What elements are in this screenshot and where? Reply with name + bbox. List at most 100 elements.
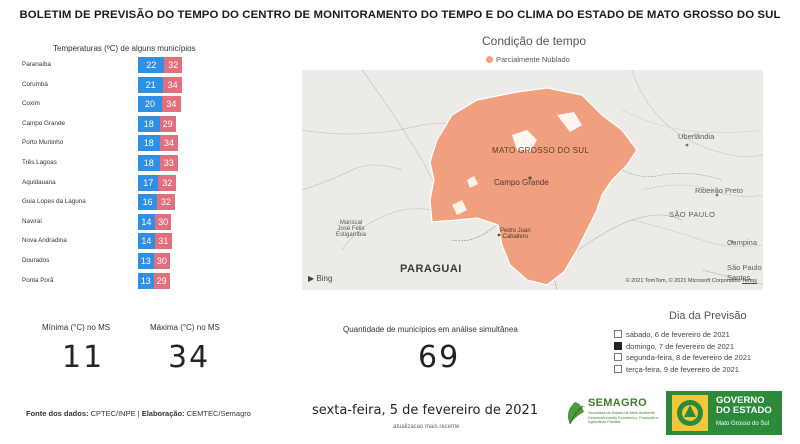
- city-label: Paranaíba: [22, 61, 52, 68]
- forecast-day-option[interactable]: domingo, 7 de fevereiro de 2021: [614, 341, 734, 353]
- map-copyright: © 2021 TomTom, © 2021 Microsoft Corporat…: [626, 278, 757, 284]
- semagro-logo: SEMAGRO Secretaria de Estado de Meio Amb…: [560, 396, 660, 432]
- checkbox-icon[interactable]: [614, 364, 622, 373]
- weather-map[interactable]: MATO GROSSO DO SUL Campo Grande Pedro Ju…: [302, 70, 763, 290]
- municipality-count-label: Quantidade de municípios em análise simu…: [343, 325, 518, 334]
- min-temp-bar[interactable]: 16: [138, 194, 158, 211]
- bing-icon: ▶: [308, 274, 315, 283]
- min-temp-bar[interactable]: 18: [138, 115, 160, 132]
- temp-row[interactable]: Paranaíba 22 32: [18, 57, 278, 73]
- max-temp-bar[interactable]: 33: [159, 155, 178, 171]
- map-legend: Parcialmente Nublado: [486, 55, 570, 64]
- max-temp-bar[interactable]: 32: [164, 57, 183, 73]
- map-label-campinas: Campina: [727, 238, 758, 247]
- government-logo: GOVERNO DO ESTADO Mato Grosso do Sul: [666, 391, 782, 435]
- map-label-santos: Santos: [727, 273, 751, 282]
- chart-title: Temperaturas (ºC) de alguns municípios: [53, 44, 196, 53]
- city-label: Corumbá: [22, 80, 48, 88]
- min-temp-bar[interactable]: 14: [138, 213, 155, 230]
- city-label: Porto Murtinho: [22, 139, 64, 147]
- temp-row[interactable]: Aquidauana 17 32: [18, 174, 278, 191]
- semagro-description: Secretaria de Estado de Meio Ambiente, D…: [588, 411, 659, 425]
- government-state: Mato Grosso do Sul: [716, 421, 770, 427]
- max-temp-bar[interactable]: 30: [153, 253, 171, 269]
- forecast-day-option[interactable]: terça-feira, 9 de fevereiro de 2021: [614, 364, 739, 376]
- min-temp-bar[interactable]: 21: [138, 76, 164, 93]
- latest-update-date: sexta-feira, 5 de fevereiro de 2021: [312, 403, 539, 418]
- checkbox-icon[interactable]: [614, 330, 622, 338]
- city-label: Guia Lopes da Laguna: [22, 198, 86, 206]
- min-temp-bar[interactable]: 13: [138, 253, 154, 269]
- city-label: Campo Grande: [22, 119, 66, 127]
- source-label: Fonte dos dados:: [26, 409, 89, 418]
- state-seal-icon: [672, 395, 708, 431]
- checkbox-icon[interactable]: [614, 341, 622, 350]
- temp-row[interactable]: Porto Murtinho 18 34: [18, 135, 278, 152]
- map-label-sao-paulo-state: SÃO PAULO: [669, 210, 716, 219]
- latest-update-caption: atualizacao mais recente: [393, 424, 460, 430]
- forecast-day-label: domingo, 7 de fevereiro de 2021: [626, 341, 734, 351]
- temp-row[interactable]: Naviraí 14 30: [18, 213, 278, 230]
- map-label-campo-grande: Campo Grande: [494, 178, 549, 187]
- max-temp-bar[interactable]: 29: [153, 272, 170, 289]
- map-label-paraguai: PARAGUAI: [400, 263, 462, 275]
- forecast-day-option[interactable]: sábado, 6 de fevereiro de 2021: [614, 330, 730, 341]
- min-temp-bar[interactable]: 17: [138, 174, 159, 191]
- temp-row[interactable]: Três Lagoas 18 33: [18, 155, 278, 171]
- max-temp-bar[interactable]: 29: [159, 115, 176, 132]
- temp-row[interactable]: Corumbá 21 34: [18, 76, 278, 93]
- max-temp-bar[interactable]: 30: [154, 213, 172, 230]
- temp-row[interactable]: Nova Andradina 14 31: [18, 233, 278, 250]
- map-background-icon: [302, 70, 763, 290]
- city-label: Nova Andradina: [22, 237, 67, 245]
- temp-row[interactable]: Dourados 13 30: [18, 253, 278, 269]
- min-temp-bar[interactable]: 20: [138, 96, 162, 113]
- max-temp-bar[interactable]: 34: [163, 76, 182, 93]
- temp-row[interactable]: Campo Grande 18 29: [18, 115, 278, 132]
- forecast-day-option[interactable]: segunda-feira, 8 de fevereiro de 2021: [614, 353, 751, 364]
- forecast-day-label: segunda-feira, 8 de fevereiro de 2021: [626, 353, 752, 362]
- copyright-text: © 2021 TomTom, © 2021 Microsoft Corporat…: [625, 278, 741, 284]
- checkbox-icon[interactable]: [614, 353, 622, 361]
- legend-label: Parcialmente Nublado: [496, 55, 570, 64]
- municipality-count-value: 69: [418, 340, 461, 375]
- source-value: CPTEC/INPE |: [88, 409, 142, 418]
- max-temp-bar[interactable]: 32: [158, 174, 177, 191]
- page-title: BOLETIM DE PREVISÃO DO TEMPO DO CENTRO D…: [19, 9, 781, 21]
- min-temp-bar[interactable]: 13: [138, 272, 154, 289]
- min-temp-bar[interactable]: 18: [138, 135, 160, 152]
- max-temp-bar[interactable]: 32: [157, 194, 175, 211]
- min-temp-label: Mínima (°C) no MS: [42, 323, 111, 332]
- elaboration-value: CEMTEC/Semagro: [184, 409, 251, 418]
- map-title: Condição de tempo: [482, 34, 587, 48]
- city-label: Ponta Porã: [22, 276, 54, 284]
- city-label: Aquidauana: [22, 178, 56, 186]
- bing-label: Bing: [316, 274, 333, 283]
- temperature-bar-chart: Temperaturas (ºC) de alguns municípios P…: [18, 40, 278, 300]
- map-label-sao-paulo-city: São Paulo: [727, 263, 762, 272]
- temp-row[interactable]: Coxim 20 34: [18, 96, 278, 113]
- data-source: Fonte dos dados: CPTEC/INPE | Elaboração…: [26, 409, 251, 418]
- map-label-pedro-juan: Pedro Juan Caballero: [500, 228, 531, 240]
- max-temp-value: 34: [168, 340, 211, 375]
- city-label: Naviraí: [22, 217, 42, 225]
- forecast-day-label: terça-feira, 9 de fevereiro de 2021: [626, 364, 739, 374]
- max-temp-bar[interactable]: 34: [162, 96, 181, 113]
- bing-logo: ▶ Bing: [308, 274, 332, 283]
- map-label-uberlandia: Uberlândia: [678, 132, 715, 141]
- max-temp-bar[interactable]: 34: [159, 135, 179, 152]
- min-temp-bar[interactable]: 14: [138, 233, 155, 250]
- min-temp-bar[interactable]: 18: [138, 155, 160, 171]
- max-temp-label: Máxima (°C) no MS: [150, 323, 220, 332]
- temp-row[interactable]: Guia Lopes da Laguna 16 32: [18, 194, 278, 211]
- semagro-name: SEMAGRO: [588, 397, 647, 409]
- max-temp-bar[interactable]: 31: [154, 233, 172, 250]
- map-label-state: MATO GROSSO DO SUL: [492, 146, 590, 155]
- terms-link[interactable]: Terms: [742, 278, 757, 284]
- temp-row[interactable]: Ponta Porã 13 29: [18, 272, 278, 289]
- city-label: Coxim: [22, 100, 40, 108]
- city-label: Três Lagoas: [22, 159, 57, 166]
- forecast-day-title: Dia da Previsão: [669, 310, 747, 322]
- min-temp-value: 11: [62, 340, 105, 375]
- min-temp-bar[interactable]: 22: [138, 57, 165, 73]
